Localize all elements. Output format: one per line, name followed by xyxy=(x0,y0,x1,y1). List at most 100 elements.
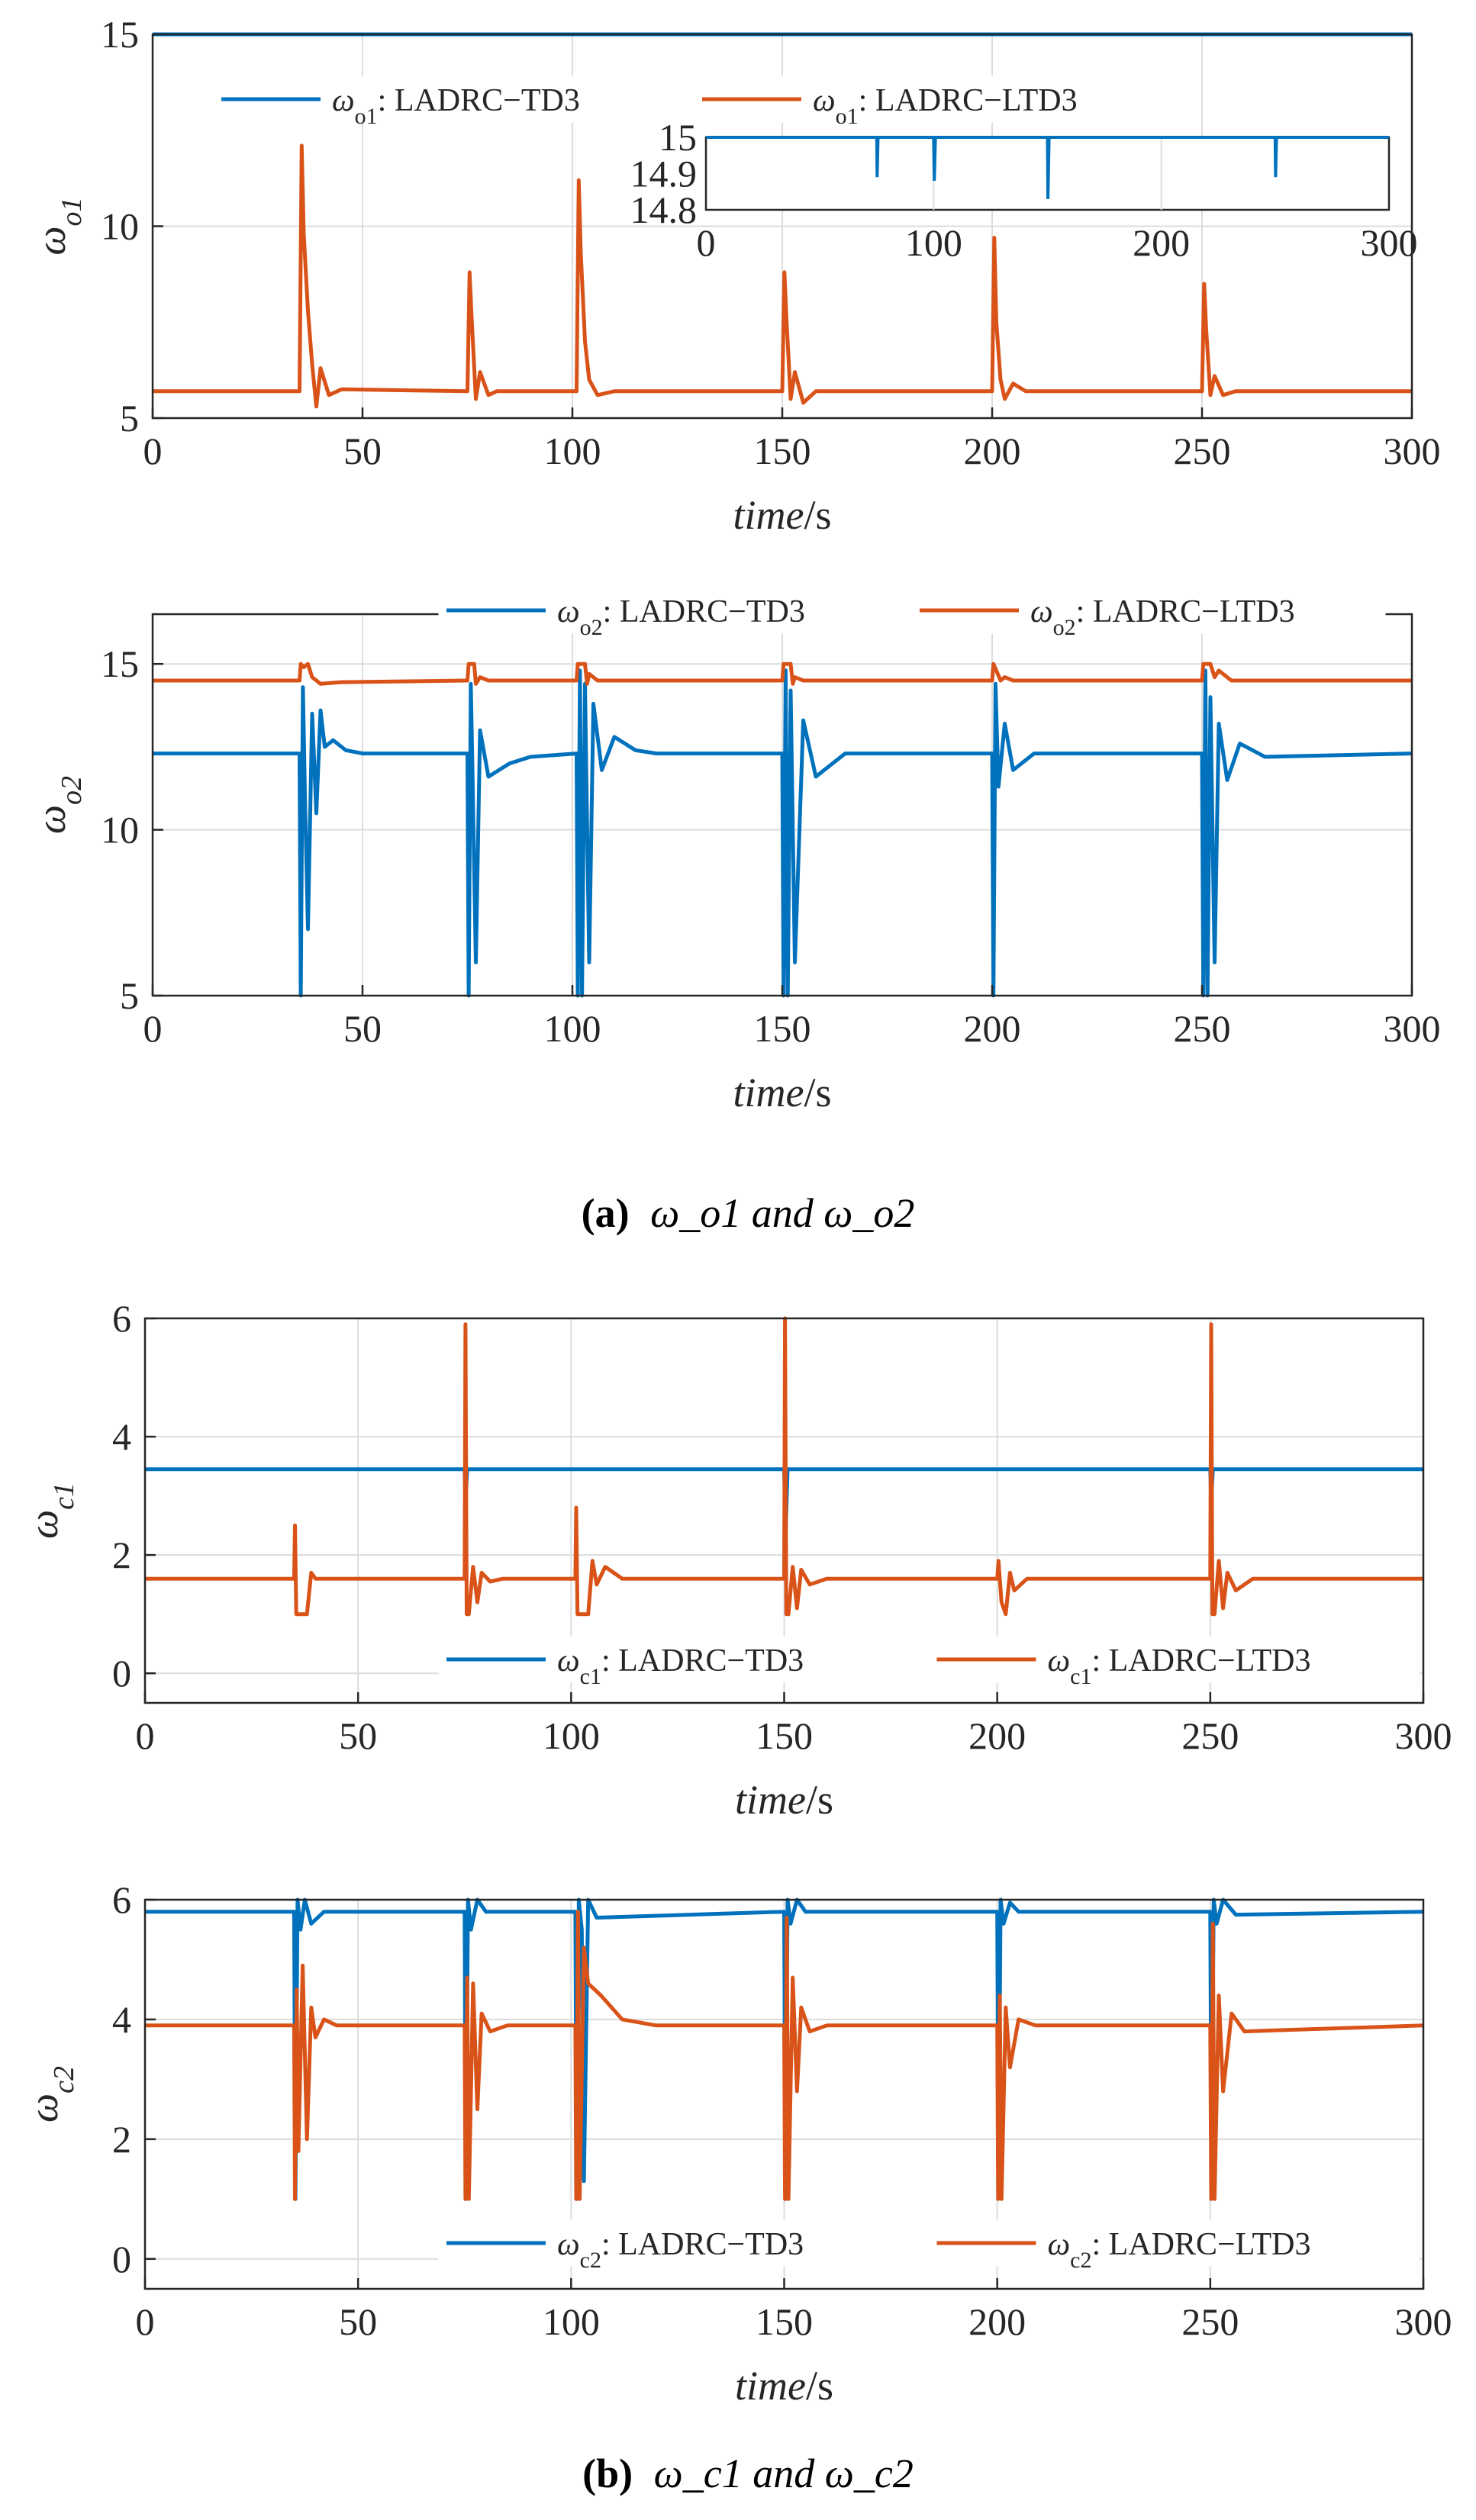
y-axis-label-sub: o1 xyxy=(56,197,88,226)
legend-omega: ω xyxy=(1048,2227,1071,2262)
x-axis-label-var: time xyxy=(733,492,804,538)
x-tick-label: 100 xyxy=(543,2300,600,2343)
y-tick-label: 2 xyxy=(112,2118,131,2161)
y-axis-label-base: ω xyxy=(21,2094,66,2123)
legend-sub: c2 xyxy=(580,2248,601,2273)
legend-omega: ω xyxy=(1030,594,1053,629)
y-tick-label: 6 xyxy=(112,1297,131,1340)
y-tick-label: 6 xyxy=(112,1878,131,1921)
series-line-ltd3 xyxy=(153,661,1412,686)
x-tick-label: 250 xyxy=(1174,430,1231,472)
legend-text: : LADRC−LTD3 xyxy=(1091,2227,1310,2262)
y-axis-label-base: ω xyxy=(28,226,74,255)
caption-b-text: ω_c1 and ω_c2 xyxy=(654,2451,914,2496)
legend: ωc1: LADRC−TD3 ωc1: LADRC−LTD3 xyxy=(438,1636,1420,1689)
caption-a-text: ω_o1 and ω_o2 xyxy=(650,1190,914,1236)
y-tick-label: 10 xyxy=(101,809,139,851)
x-tick-label: 200 xyxy=(968,1714,1026,1757)
y-axis-label: ωo1 xyxy=(28,197,88,255)
y-tick-label: 0 xyxy=(112,1652,131,1694)
y-axis-label-sub: o2 xyxy=(56,776,88,805)
series-line-td3 xyxy=(153,668,1412,998)
legend-label-2: ωc1: LADRC−LTD3 xyxy=(1048,1643,1311,1689)
x-axis-label-unit: /s xyxy=(806,1777,833,1823)
legend-sub: o2 xyxy=(580,615,603,640)
legend-text: : LADRC−TD3 xyxy=(603,594,805,629)
x-tick-label: 200 xyxy=(964,1007,1021,1050)
x-tick-label: 0 xyxy=(143,430,163,472)
legend-sub: o2 xyxy=(1053,615,1076,640)
y-tick-label: 2 xyxy=(112,1534,131,1576)
legend-omega: ω xyxy=(557,1643,580,1678)
inset-y-tick-label: 14.9 xyxy=(630,153,698,195)
legend-sub: o1 xyxy=(355,104,378,129)
legend-label-1: ωc1: LADRC−TD3 xyxy=(557,1643,804,1689)
x-axis-label-unit: /s xyxy=(804,492,831,538)
y-tick-label: 10 xyxy=(101,205,139,248)
inset-x-tick-label: 300 xyxy=(1361,221,1418,264)
legend-box xyxy=(438,2219,1420,2267)
x-axis-label-var: time xyxy=(735,1777,806,1823)
legend-text: : LADRC−TD3 xyxy=(601,2227,804,2262)
y-axis-label-sub: c2 xyxy=(48,2066,80,2094)
y-axis-label-base: ω xyxy=(28,805,74,834)
legend-text: : LADRC−LTD3 xyxy=(1091,1643,1310,1678)
x-tick-label: 100 xyxy=(543,1714,600,1757)
legend: ωo2: LADRC−TD3 ωo2: LADRC−LTD3 xyxy=(438,587,1386,640)
y-tick-label: 5 xyxy=(120,974,139,1017)
legend-text: : LADRC−LTD3 xyxy=(859,83,1078,118)
x-tick-label: 200 xyxy=(968,2300,1026,2343)
y-tick-label: 15 xyxy=(101,13,139,56)
legend-label-2: ωo2: LADRC−LTD3 xyxy=(1030,594,1295,640)
x-tick-label: 0 xyxy=(143,1007,163,1050)
x-tick-label: 50 xyxy=(343,430,382,472)
x-axis-label: time/s xyxy=(735,1777,833,1823)
legend-sub: o1 xyxy=(836,104,859,129)
x-axis-label-unit: /s xyxy=(804,1070,831,1115)
inset-y-tick-label: 15 xyxy=(659,116,697,159)
x-axis-label: time/s xyxy=(733,1070,831,1115)
legend-text: : LADRC−TD3 xyxy=(378,83,580,118)
x-tick-label: 150 xyxy=(756,2300,813,2343)
x-tick-label: 50 xyxy=(343,1007,382,1050)
x-tick-label: 250 xyxy=(1181,1714,1239,1757)
y-axis-label: ωc2 xyxy=(21,2066,80,2123)
y-axis-label: ωo2 xyxy=(28,776,88,834)
x-axis-label-unit: /s xyxy=(806,2363,833,2409)
x-axis-label-var: time xyxy=(733,1070,804,1115)
x-tick-label: 300 xyxy=(1384,1007,1441,1050)
inset-x-tick-label: 200 xyxy=(1133,221,1190,264)
inset-series-line-td3 xyxy=(706,136,1389,199)
x-axis-label: time/s xyxy=(733,492,831,538)
y-tick-label: 4 xyxy=(112,1998,131,2041)
series-line-td3 xyxy=(145,1897,1423,2201)
legend-omega: ω xyxy=(813,83,836,118)
legend-sub: c1 xyxy=(580,1664,601,1689)
y-axis-label-base: ω xyxy=(21,1510,66,1539)
legend-box xyxy=(438,587,1386,634)
legend-omega: ω xyxy=(1048,1643,1071,1678)
inset-x-tick-label: 100 xyxy=(905,221,962,264)
y-axis-label-sub: c1 xyxy=(48,1482,80,1510)
legend-omega: ω xyxy=(332,83,355,118)
x-tick-label: 150 xyxy=(754,1007,811,1050)
x-tick-label: 50 xyxy=(339,1714,377,1757)
caption-b-tag: (b) xyxy=(582,2451,633,2496)
x-axis-label-var: time xyxy=(735,2363,806,2409)
legend-label-2: ωc2: LADRC−LTD3 xyxy=(1048,2227,1311,2273)
legend-sub: c1 xyxy=(1070,1664,1091,1689)
legend-omega: ω xyxy=(557,594,580,629)
y-axis-label: ωc1 xyxy=(21,1482,80,1539)
legend-label-2: ωo1: LADRC−LTD3 xyxy=(813,83,1078,129)
series-line-ltd3 xyxy=(145,1910,1423,2201)
inset-x-tick-label: 0 xyxy=(697,221,716,264)
y-tick-label: 15 xyxy=(101,642,139,685)
legend-omega: ω xyxy=(557,2227,580,2262)
x-tick-label: 0 xyxy=(136,2300,155,2343)
